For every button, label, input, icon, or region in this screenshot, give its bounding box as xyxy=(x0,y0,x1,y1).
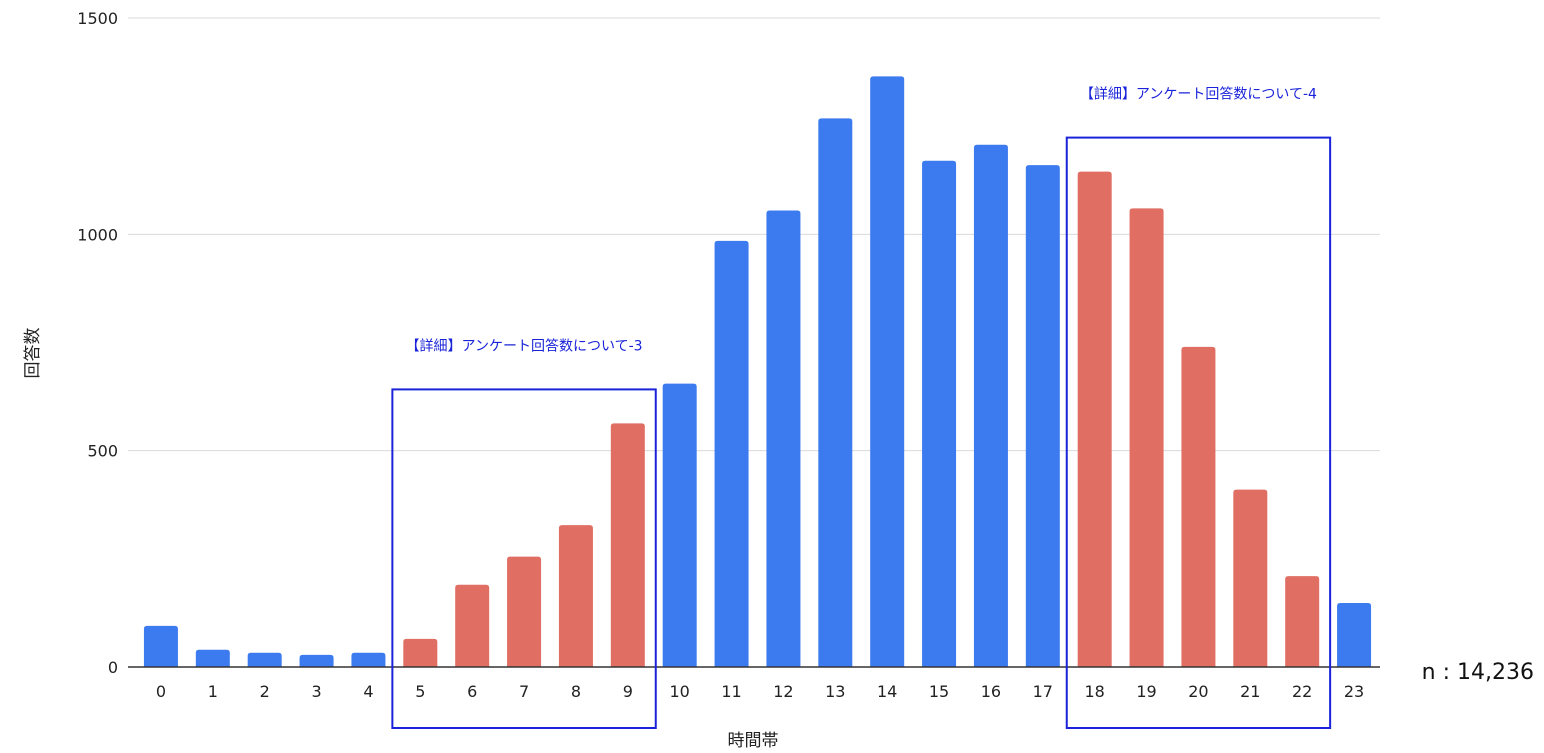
x-tick-label: 14 xyxy=(877,682,897,701)
bar-23 xyxy=(1337,603,1371,667)
y-tick-labels: 0 500 1000 1500 xyxy=(77,9,118,677)
x-tick-label: 2 xyxy=(260,682,270,701)
y-tick-label: 0 xyxy=(108,658,118,677)
x-tick-label: 10 xyxy=(670,682,690,701)
bar-8 xyxy=(559,525,593,667)
bar-6 xyxy=(455,585,489,667)
bar-20 xyxy=(1181,347,1215,667)
bar-0 xyxy=(144,626,178,667)
bar-21 xyxy=(1233,490,1267,667)
bar-1 xyxy=(196,650,230,667)
x-tick-label: 21 xyxy=(1240,682,1260,701)
x-tick-label: 22 xyxy=(1292,682,1312,701)
x-tick-label: 6 xyxy=(467,682,477,701)
bar-14 xyxy=(870,76,904,667)
bar-22 xyxy=(1285,576,1319,667)
bar-4 xyxy=(351,653,385,667)
x-tick-label: 9 xyxy=(623,682,633,701)
y-tick-label: 500 xyxy=(87,442,118,461)
bar-3 xyxy=(300,655,334,667)
x-tick-label: 3 xyxy=(311,682,321,701)
bar-9 xyxy=(611,423,645,667)
bar-15 xyxy=(922,161,956,667)
bar-13 xyxy=(818,118,852,667)
bar-2 xyxy=(248,653,282,667)
x-tick-label: 12 xyxy=(773,682,793,701)
x-tick-label: 8 xyxy=(571,682,581,701)
bar-5 xyxy=(403,639,437,667)
sample-size-note: n : 14,236 xyxy=(1422,660,1534,685)
x-tick-label: 18 xyxy=(1085,682,1105,701)
bar-10 xyxy=(663,384,697,667)
x-tick-label: 13 xyxy=(825,682,845,701)
x-tick-label: 19 xyxy=(1136,682,1156,701)
bars xyxy=(144,76,1371,667)
bar-12 xyxy=(766,211,800,667)
bar-18 xyxy=(1078,172,1112,667)
x-tick-label: 17 xyxy=(1033,682,1053,701)
x-axis-title: 時間帯 xyxy=(728,731,779,751)
x-tick-label: 20 xyxy=(1188,682,1208,701)
y-tick-label: 1000 xyxy=(77,225,118,244)
bar-17 xyxy=(1026,165,1060,667)
x-tick-labels: 0 1 2 3 4 5 6 7 8 9 10 11 12 13 14 15 16 17 18 19 20 21 22 23 xyxy=(156,682,1364,701)
x-tick-label: 16 xyxy=(981,682,1001,701)
x-tick-label: 15 xyxy=(929,682,949,701)
annotation-label-2: 【詳細】アンケート回答数について-4 xyxy=(1080,86,1317,103)
x-tick-label: 11 xyxy=(721,682,741,701)
x-tick-label: 1 xyxy=(208,682,218,701)
x-tick-label: 4 xyxy=(363,682,373,701)
bar-19 xyxy=(1130,208,1164,667)
x-tick-label: 5 xyxy=(415,682,425,701)
x-tick-label: 7 xyxy=(519,682,529,701)
x-tick-label: 0 xyxy=(156,682,166,701)
annotation-label-1: 【詳細】アンケート回答数について-3 xyxy=(406,337,643,354)
bar-16 xyxy=(974,145,1008,667)
x-tick-label: 23 xyxy=(1344,682,1364,701)
y-tick-label: 1500 xyxy=(77,9,118,28)
y-axis-title: 回答数 xyxy=(23,328,43,379)
bar-7 xyxy=(507,557,541,667)
bar-11 xyxy=(715,241,749,667)
